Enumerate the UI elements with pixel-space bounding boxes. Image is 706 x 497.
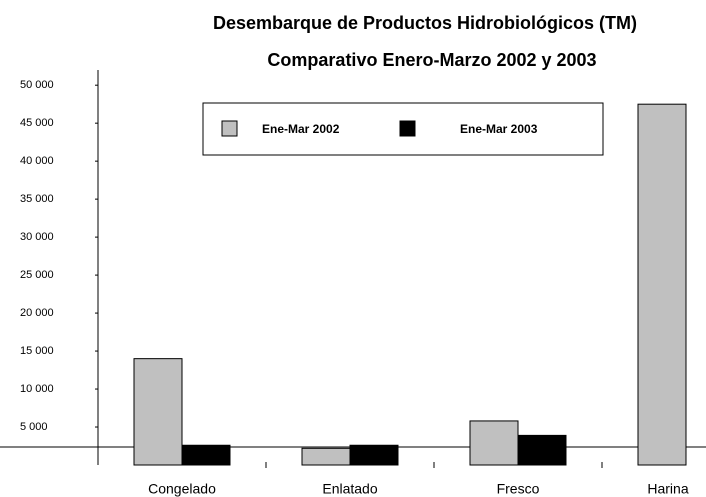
y-tick-label: 10 000 [20,383,54,395]
bar [349,444,399,466]
chart-subtitle: Comparativo Enero-Marzo 2002 y 2003 [267,50,596,70]
y-tick-label: 5 000 [20,421,48,433]
bar [133,358,183,466]
legend-label: Ene-Mar 2003 [460,122,538,136]
legend-label: Ene-Mar 2002 [262,122,340,136]
bar [517,434,567,466]
x-tick-label: Fresco [497,481,540,497]
y-tick-label: 25 000 [20,269,54,281]
bar [469,420,519,466]
x-tick-label: Enlatado [322,481,377,497]
legend-swatch [221,120,238,137]
y-tick-label: 50 000 [20,79,54,91]
bar [301,447,351,466]
x-tick-label: Harina [647,481,688,497]
bar [181,444,231,466]
y-tick-label: 30 000 [20,231,54,243]
y-tick-label: 35 000 [20,193,54,205]
bar [637,103,687,466]
legend-swatch [399,120,416,137]
y-tick-label: 15 000 [20,345,54,357]
chart-title: Desembarque de Productos Hidrobiológicos… [213,13,637,33]
x-tick-label: Congelado [148,481,216,497]
y-tick-label: 20 000 [20,307,54,319]
y-tick-label: 45 000 [20,117,54,129]
y-tick-label: 40 000 [20,155,54,167]
